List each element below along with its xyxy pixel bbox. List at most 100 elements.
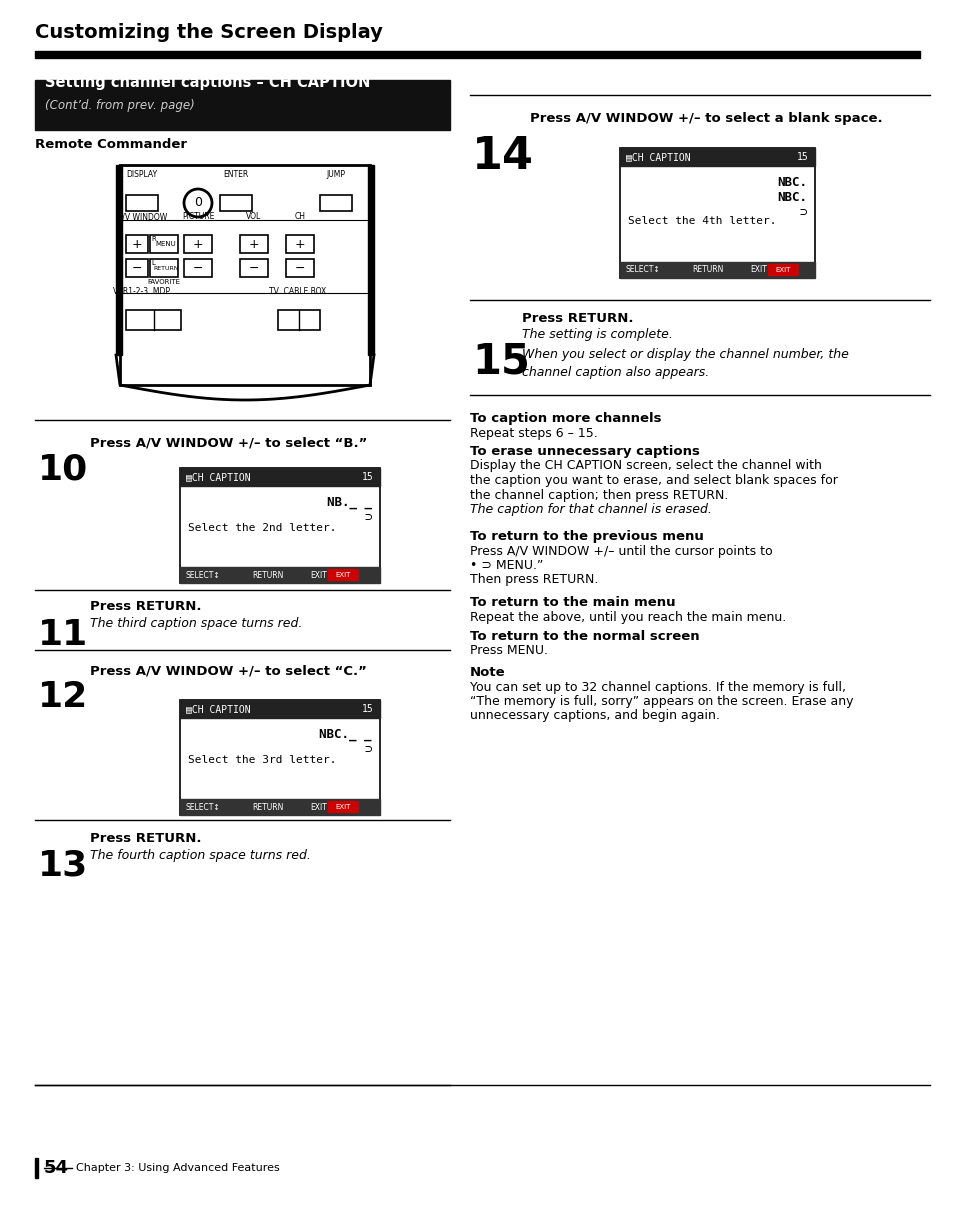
Text: −: − <box>249 262 259 275</box>
Text: 13: 13 <box>38 848 89 882</box>
Text: 12: 12 <box>38 680 89 714</box>
Text: To return to the main menu: To return to the main menu <box>470 596 675 609</box>
Bar <box>180 699 379 718</box>
Text: −: − <box>193 262 203 275</box>
Text: VTR1-2-3  MDP: VTR1-2-3 MDP <box>113 287 171 295</box>
Text: 15: 15 <box>797 152 808 162</box>
Text: To erase unnecessary captions: To erase unnecessary captions <box>470 445 700 458</box>
Text: RETURN: RETURN <box>252 802 283 812</box>
Text: EXIT: EXIT <box>310 802 327 812</box>
Text: MENU: MENU <box>155 241 176 247</box>
Text: Press RETURN.: Press RETURN. <box>90 601 201 613</box>
Text: You can set up to 32 channel captions. If the memory is full,: You can set up to 32 channel captions. I… <box>470 680 845 693</box>
Text: 54: 54 <box>44 1159 69 1177</box>
Text: Select the 2nd letter.: Select the 2nd letter. <box>188 523 336 533</box>
Text: Press A/V WINDOW +/– until the cursor points to: Press A/V WINDOW +/– until the cursor po… <box>470 544 772 557</box>
Text: −: − <box>132 262 142 275</box>
Text: The caption for that channel is erased.: The caption for that channel is erased. <box>470 503 711 516</box>
Text: Display the CH CAPTION screen, select the channel with: Display the CH CAPTION screen, select th… <box>470 459 821 473</box>
Text: Chapter 3: Using Advanced Features: Chapter 3: Using Advanced Features <box>76 1163 279 1173</box>
Bar <box>150 235 178 253</box>
Bar <box>120 165 370 385</box>
Text: EXIT: EXIT <box>310 570 327 580</box>
Bar <box>150 259 178 277</box>
Bar <box>619 148 814 166</box>
Text: To return to the normal screen: To return to the normal screen <box>470 630 699 643</box>
Text: The fourth caption space turns red.: The fourth caption space turns red. <box>90 849 311 862</box>
Text: the channel caption; then press RETURN.: the channel caption; then press RETURN. <box>470 488 727 502</box>
Text: A/V WINDOW: A/V WINDOW <box>117 212 167 221</box>
Bar <box>35 51 919 58</box>
Text: 0: 0 <box>193 197 202 210</box>
Text: VOL: VOL <box>246 212 261 221</box>
Bar <box>240 235 268 253</box>
Bar <box>277 310 319 330</box>
Text: Then press RETURN.: Then press RETURN. <box>470 574 598 586</box>
Text: CH: CH <box>294 212 305 221</box>
Bar <box>767 264 797 275</box>
Text: +: + <box>193 238 203 251</box>
Text: EXIT: EXIT <box>335 804 351 810</box>
Bar <box>368 165 374 355</box>
Text: L: L <box>151 260 154 267</box>
Text: 14: 14 <box>472 135 534 178</box>
Text: TV  CABLE BOX: TV CABLE BOX <box>269 287 326 295</box>
Text: 15: 15 <box>362 472 374 482</box>
Text: The setting is complete.: The setting is complete. <box>521 328 672 341</box>
Text: PICTURE: PICTURE <box>182 212 214 221</box>
Text: R: R <box>151 236 155 242</box>
Text: To return to the previous menu: To return to the previous menu <box>470 529 703 543</box>
Text: Remote Commander: Remote Commander <box>35 137 187 151</box>
Text: ⊃: ⊃ <box>799 205 806 218</box>
Text: ⊃: ⊃ <box>364 742 372 755</box>
Text: FAVORITE: FAVORITE <box>148 279 180 285</box>
Bar <box>184 259 212 277</box>
Text: RETURN: RETURN <box>252 570 283 580</box>
Text: EXIT: EXIT <box>335 572 351 578</box>
Text: ▤CH CAPTION: ▤CH CAPTION <box>186 472 251 482</box>
Text: Repeat steps 6 – 15.: Repeat steps 6 – 15. <box>470 427 598 439</box>
Bar <box>126 310 181 330</box>
Text: SELECT↕: SELECT↕ <box>625 265 660 275</box>
Text: +: + <box>132 238 142 251</box>
Bar <box>126 259 148 277</box>
Text: Press RETURN.: Press RETURN. <box>521 312 633 324</box>
Text: ▤CH CAPTION: ▤CH CAPTION <box>625 152 690 162</box>
Text: “The memory is full, sorry” appears on the screen. Erase any: “The memory is full, sorry” appears on t… <box>470 695 853 708</box>
Bar <box>116 165 122 355</box>
Bar <box>126 235 148 253</box>
Text: Select the 4th letter.: Select the 4th letter. <box>627 216 776 226</box>
Bar <box>286 235 314 253</box>
Text: Customizing the Screen Display: Customizing the Screen Display <box>35 23 382 42</box>
Text: unnecessary captions, and begin again.: unnecessary captions, and begin again. <box>470 709 720 722</box>
Text: channel caption also appears.: channel caption also appears. <box>521 365 708 379</box>
Bar <box>328 801 357 812</box>
Text: NBC._ _: NBC._ _ <box>319 728 372 740</box>
Bar <box>35 1158 38 1178</box>
Text: the caption you want to erase, and select blank spaces for: the caption you want to erase, and selec… <box>470 474 837 487</box>
Text: The third caption space turns red.: The third caption space turns red. <box>90 617 302 630</box>
Text: NBC.: NBC. <box>776 176 806 189</box>
Text: +: + <box>249 238 259 251</box>
Text: JUMP: JUMP <box>326 170 345 178</box>
Circle shape <box>184 189 212 217</box>
Text: −: − <box>294 262 305 275</box>
Text: Press RETURN.: Press RETURN. <box>90 832 201 845</box>
Text: 11: 11 <box>38 617 89 652</box>
Text: SELECT↕: SELECT↕ <box>186 802 220 812</box>
Text: SELECT↕: SELECT↕ <box>186 570 220 580</box>
Text: • ⊃ MENU.”: • ⊃ MENU.” <box>470 560 543 572</box>
Text: NBC.: NBC. <box>776 191 806 204</box>
Bar <box>180 567 379 582</box>
Text: RETURN: RETURN <box>691 265 722 275</box>
Bar <box>240 259 268 277</box>
Text: 15: 15 <box>472 340 529 382</box>
Text: Setting channel captions – CH CAPTION: Setting channel captions – CH CAPTION <box>45 75 370 90</box>
Text: Press A/V WINDOW +/– to select a blank space.: Press A/V WINDOW +/– to select a blank s… <box>530 112 882 125</box>
Bar <box>180 468 379 486</box>
Text: RETURN: RETURN <box>153 265 178 270</box>
Text: 15: 15 <box>362 704 374 714</box>
Text: Press A/V WINDOW +/– to select “B.”: Press A/V WINDOW +/– to select “B.” <box>90 437 367 450</box>
Bar <box>619 262 814 279</box>
Text: ENTER: ENTER <box>223 170 249 178</box>
